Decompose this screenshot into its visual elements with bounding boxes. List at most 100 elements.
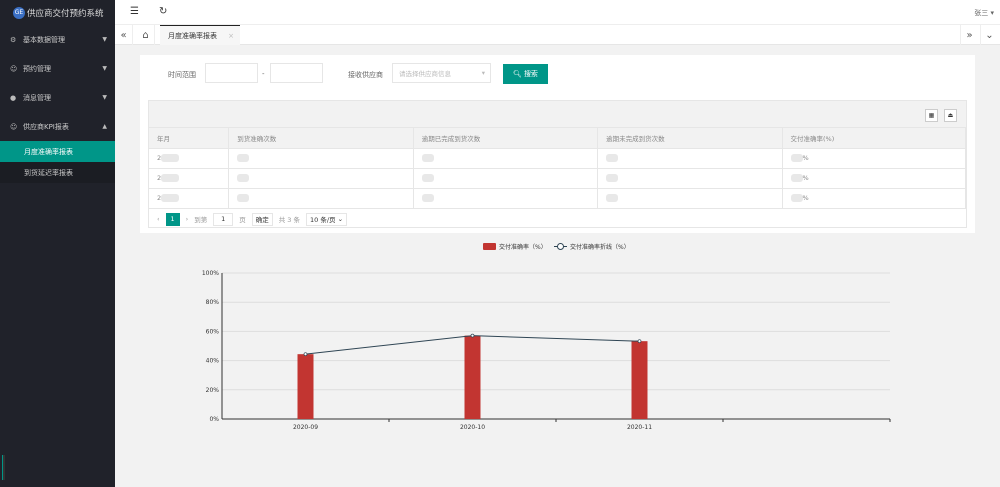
cell-percent: % (782, 188, 967, 209)
tab-monthly-accuracy[interactable]: 月度准确率报表 × (160, 25, 240, 45)
table-row[interactable]: 2% (149, 148, 967, 169)
top-bar: ☰ ↻ 张三 ▾ (115, 0, 1000, 25)
bar (297, 354, 314, 419)
cell-month: 2 (149, 148, 230, 169)
next-page-button[interactable]: › (185, 215, 189, 223)
cell-percent: % (782, 168, 967, 189)
column-header: 逾期未完成到货次数 (597, 128, 783, 149)
sidebar-item-3[interactable]: ☺ 供应商KPI报表 ▲ (0, 112, 115, 141)
column-header: 交付准确率(%) (782, 128, 967, 149)
y-tick-label: 80% (206, 299, 220, 306)
cell-value (413, 188, 599, 209)
ge-logo-icon: GE (13, 6, 25, 19)
caret-down-icon: ▾ (481, 69, 485, 77)
page-unit: 页 (239, 216, 246, 224)
cell-value (413, 148, 599, 169)
total-count: 共 3 条 (278, 216, 300, 224)
scroll-left-icon[interactable]: « (115, 25, 133, 45)
export-icon[interactable]: ⏏ (944, 109, 957, 122)
y-tick-label: 60% (206, 328, 220, 335)
user-menu[interactable]: 张三 ▾ (974, 8, 994, 18)
sidebar: GE 供应商交付预约系统 ⚙ 基本数据管理 ▼ ☺ 预约管理 ▼ ● 消息管理 ▼ ☺ 供应商KPI报… (0, 0, 115, 487)
range-separator: - (262, 70, 265, 78)
time-range-label: 时间范围 (168, 71, 196, 79)
supplier-select[interactable]: 请选择供应商信息 ▾ (392, 63, 491, 83)
caret-down-icon: ▼ (102, 94, 107, 101)
refresh-icon[interactable]: ↻ (159, 6, 168, 17)
table-row[interactable]: 2% (149, 188, 967, 209)
data-table: ▦ ⏏ 年月 到货准确次数 逾期已完成到货次数 逾期未完成到货次数 交付准确率(%) 2… (148, 100, 967, 228)
cell-value (228, 188, 414, 209)
search-icon: 🔍︎ (513, 71, 522, 78)
cell-value (597, 148, 783, 169)
cell-percent: % (782, 148, 967, 169)
page-size-value: 10 条/页 (310, 216, 336, 224)
tab-bar: « ⌂ 月度准确率报表 × » ⌄ (115, 25, 1000, 45)
caret-down-icon: ▼ (102, 36, 107, 43)
legend-bar-label: 交付准确率（%） (499, 243, 547, 251)
end-date-input[interactable] (270, 63, 323, 83)
tab-options-chevron-down-icon[interactable]: ⌄ (980, 25, 998, 45)
sidebar-item-1[interactable]: ☺ 预约管理 ▼ (0, 54, 115, 83)
columns-filter-icon[interactable]: ▦ (925, 109, 938, 122)
column-header: 到货准确次数 (228, 128, 414, 149)
gear-icon: ⚙ (10, 35, 17, 44)
chevron-down-icon: ⌄ (337, 215, 344, 223)
y-tick-label: 40% (206, 358, 220, 365)
bar (631, 341, 648, 419)
column-header: 年月 (149, 128, 230, 149)
sidebar-item-0[interactable]: ⚙ 基本数据管理 ▼ (0, 25, 115, 54)
cell-value (597, 188, 783, 209)
y-tick-label: 100% (202, 270, 219, 277)
cell-value (413, 168, 599, 189)
home-icon[interactable]: ⌂ (137, 25, 155, 45)
page-input[interactable]: 1 (213, 212, 234, 226)
sidebar-scrollbar[interactable] (2, 455, 5, 480)
sidebar-item-label: 基本数据管理 (23, 35, 65, 44)
user-icon: ☺ (10, 64, 18, 73)
caret-down-icon: ▼ (102, 65, 107, 72)
prev-page-button[interactable]: ‹ (157, 215, 160, 223)
line-point (637, 339, 642, 344)
app-title: 供应商交付预约系统 (27, 8, 104, 19)
close-icon[interactable]: × (228, 31, 234, 40)
y-tick-label: 0% (209, 416, 219, 423)
accuracy-chart: 0% 20% 40% 60% 80% 100% 2020-09 2020-10 2020-11 交… (202, 243, 891, 431)
app-logo[interactable]: GE 供应商交付预约系统 (0, 0, 115, 25)
sidebar-subitem-0[interactable]: 月度准确率报表 (0, 141, 115, 162)
line-point (470, 333, 475, 338)
sidebar-item-label: 消息管理 (23, 93, 51, 102)
bar (464, 335, 481, 419)
start-date-input[interactable] (205, 63, 258, 83)
scroll-right-icon[interactable]: » (960, 25, 978, 45)
chat-bubble-icon: ● (10, 93, 17, 102)
user-icon: ☺ (10, 122, 18, 131)
x-tick-label: 2020-10 (460, 424, 485, 431)
sidebar-item-label: 供应商KPI报表 (23, 122, 69, 131)
cell-month: 2 (149, 188, 230, 209)
confirm-button[interactable]: 确定 (251, 212, 273, 226)
report-card: 时间范围 - 接收供应商 请选择供应商信息 ▾ 🔍︎ 搜索 ▦ ⏏ 年月 到货准确次数… (140, 55, 975, 233)
legend-line-label: 交付准确率折线（%） (570, 243, 630, 251)
legend-line-marker (557, 243, 564, 250)
cell-value (228, 168, 414, 189)
sidebar-item-2[interactable]: ● 消息管理 ▼ (0, 83, 115, 112)
page-size-select[interactable]: 10 条/页 ⌄ (306, 212, 348, 226)
y-tick-label: 20% (206, 387, 220, 394)
x-tick-label: 2020-11 (627, 424, 652, 431)
goto-label: 到第 (194, 216, 208, 224)
sidebar-subitem-1[interactable]: 到货延迟率报表 (0, 162, 115, 183)
legend-bar-swatch (483, 243, 496, 250)
search-button[interactable]: 🔍︎ 搜索 (503, 64, 548, 84)
caret-down-icon: ▾ (990, 9, 994, 17)
page-1-button[interactable]: 1 (165, 212, 180, 226)
search-label: 搜索 (523, 71, 538, 78)
sidebar-item-label: 预约管理 (23, 64, 51, 73)
table-row[interactable]: 2% (149, 168, 967, 189)
column-header: 逾期已完成到货次数 (413, 128, 599, 149)
menu-toggle-icon[interactable]: ☰ (130, 6, 139, 17)
supplier-placeholder: 请选择供应商信息 (399, 70, 451, 78)
cell-value (228, 148, 414, 169)
user-name: 张三 (974, 9, 989, 17)
cell-month: 2 (149, 168, 230, 189)
